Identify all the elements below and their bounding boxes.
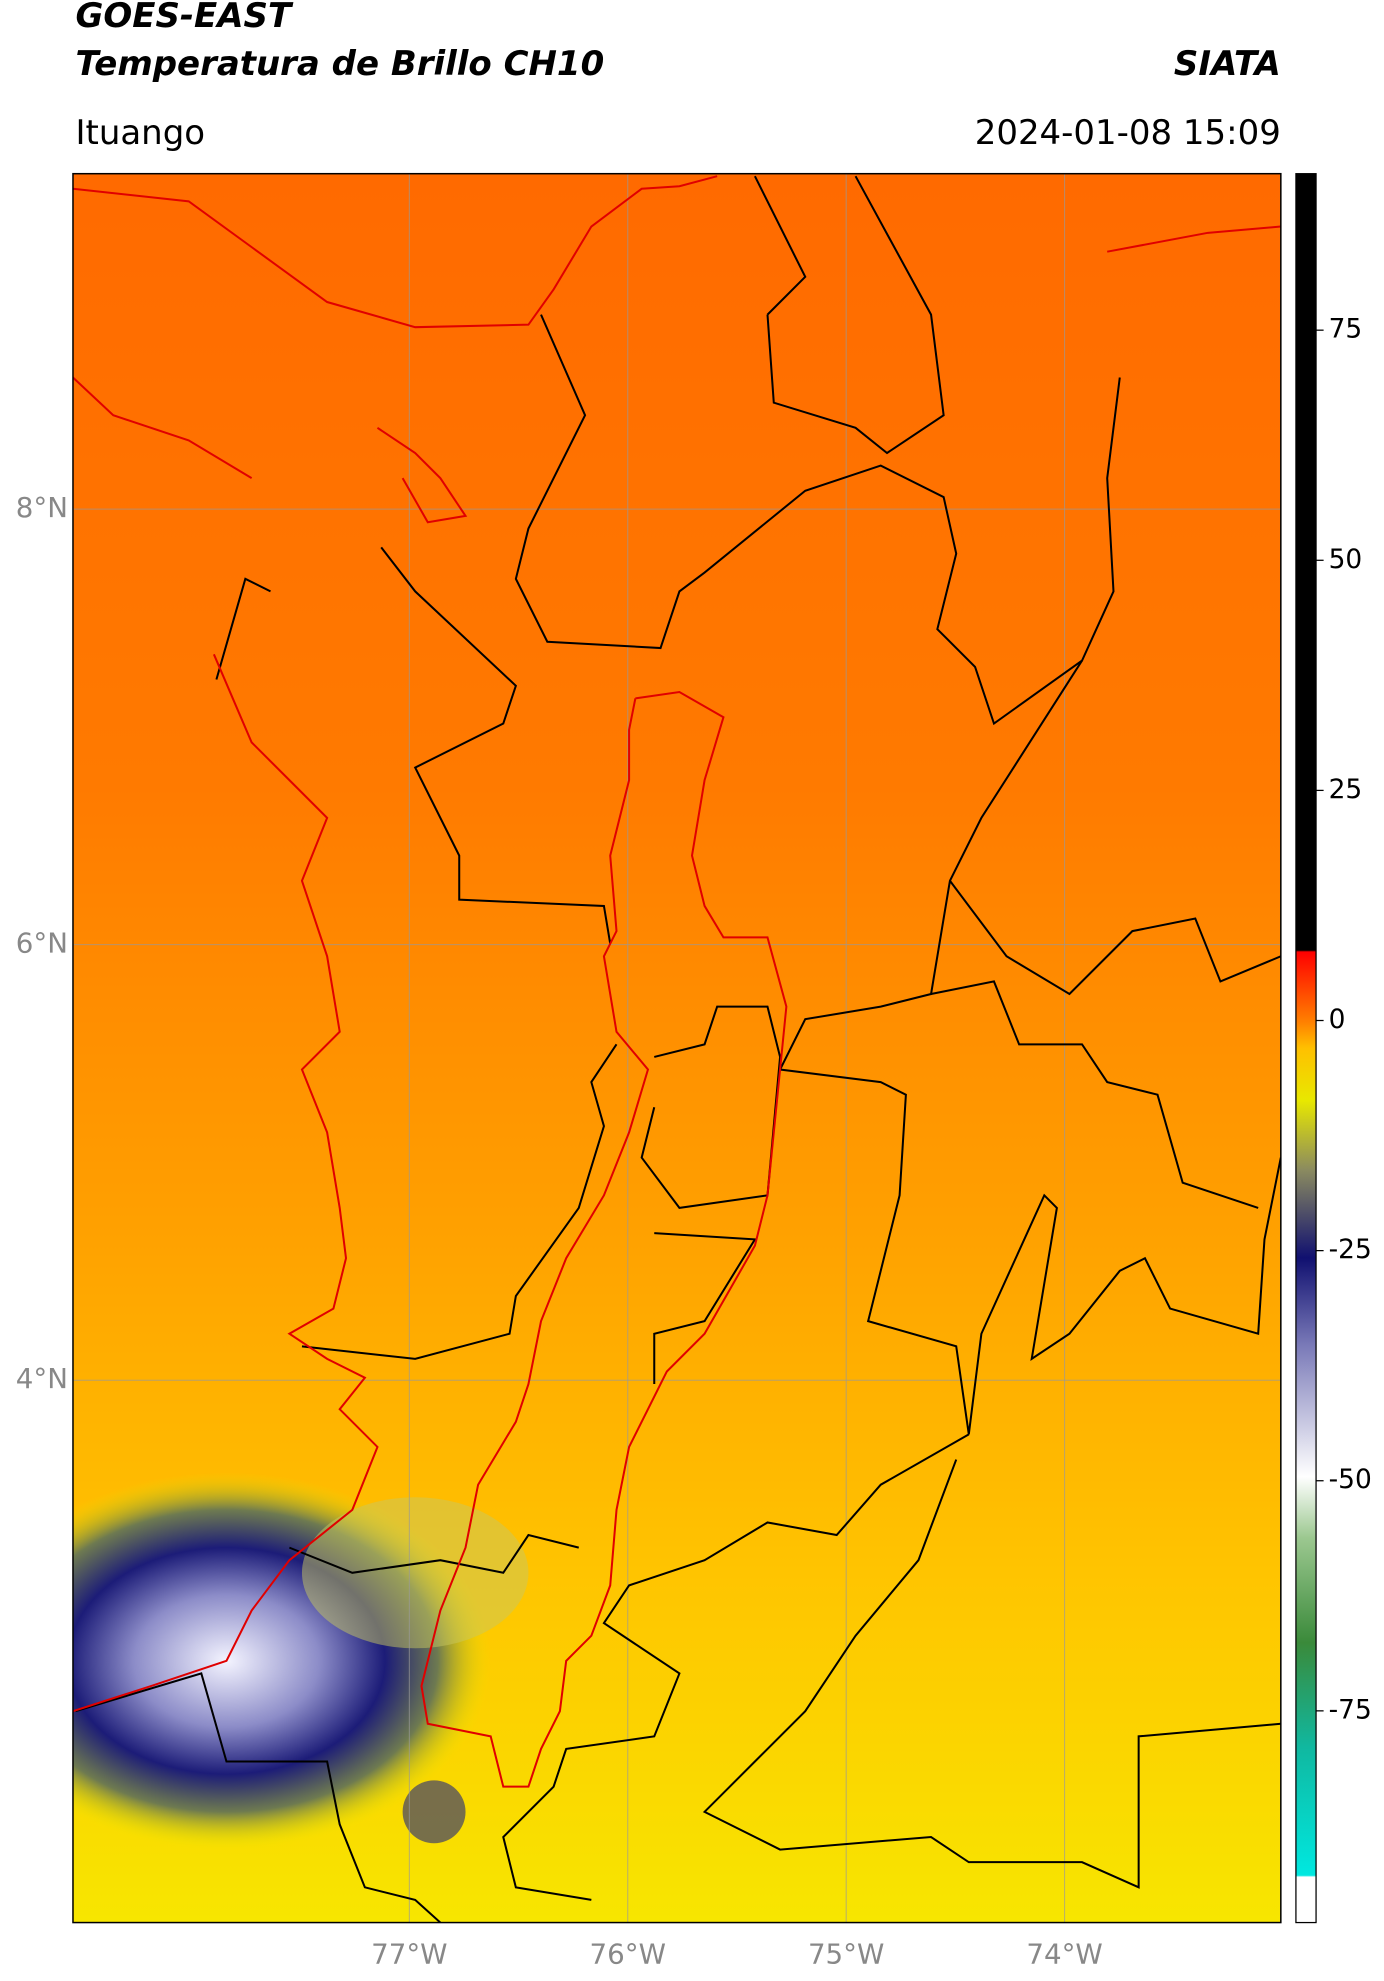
datetime: 2024-01-08 15:09 (975, 113, 1281, 153)
y-tick-label: 6°N (16, 927, 68, 960)
x-tick-label: 77°W (371, 1937, 447, 1970)
x-tick-label: 74°W (1026, 1937, 1102, 1970)
cold-cloud (301, 1497, 529, 1649)
x-tick-label: 76°W (590, 1937, 666, 1970)
coast (72, 376, 253, 480)
colorbar-tick-label: 50 (1329, 544, 1363, 575)
border (702, 1459, 1281, 1889)
boundaries (75, 175, 1281, 1923)
coast (376, 427, 468, 524)
colorbar-tick-label: -50 (1329, 1464, 1372, 1495)
border (653, 1232, 757, 1385)
colorbar-tick-label: 25 (1329, 774, 1363, 805)
border (75, 1672, 442, 1923)
border (640, 1005, 782, 1209)
subtitle: Temperatura de Brillo CH10 (75, 44, 604, 84)
border (215, 577, 271, 680)
map-area (72, 173, 1281, 1923)
colorbar-tick-label: -25 (1329, 1234, 1372, 1265)
brand: SIATA (1174, 44, 1281, 84)
colorbar-tick-label: 75 (1329, 314, 1363, 345)
border (289, 1533, 580, 1574)
border (778, 660, 1281, 1435)
coastline (72, 175, 1281, 1788)
border (949, 880, 1281, 996)
y-tick-label: 8°N (16, 491, 68, 524)
basin (420, 691, 788, 1788)
border (930, 980, 1259, 1209)
border (380, 546, 612, 944)
title: GOES-EAST (75, 0, 293, 36)
colorbar (1295, 173, 1317, 1924)
x-tick-label: 75°W (808, 1937, 884, 1970)
map-frame (72, 172, 1282, 1924)
coast (72, 175, 718, 329)
border (502, 1433, 970, 1901)
location: Ituango (75, 113, 205, 153)
coast (1107, 225, 1281, 253)
y-tick-label: 4°N (16, 1362, 68, 1395)
colorbar-tick-label: 0 (1329, 1004, 1346, 1035)
border (754, 175, 807, 316)
border (766, 175, 945, 455)
coast (72, 653, 379, 1713)
cold-cloud (402, 1780, 466, 1844)
border (301, 1043, 618, 1360)
colorbar-tick-label: -75 (1329, 1694, 1372, 1725)
